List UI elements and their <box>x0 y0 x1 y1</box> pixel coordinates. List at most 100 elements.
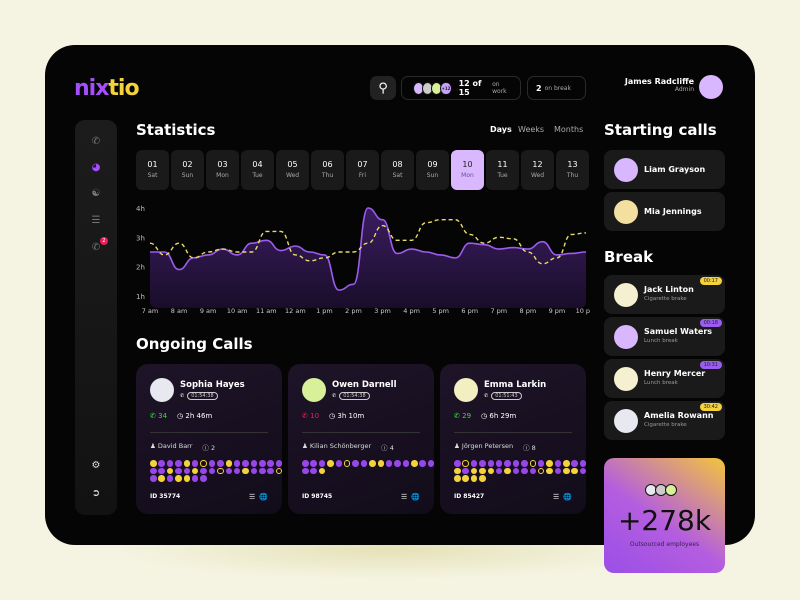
call-stats: ✆ 34 ◷ 2h 46m <box>150 412 213 420</box>
status-dot <box>158 475 165 482</box>
pie-chart-icon[interactable]: ◕ <box>91 162 101 173</box>
status-dot <box>166 467 174 474</box>
x-tick-label: 7 pm <box>490 307 507 315</box>
break-item[interactable]: Jack Linton Cigarette brake 00:17 <box>604 275 725 314</box>
break-item[interactable]: Henry Mercer Lunch break 10:31 <box>604 359 725 398</box>
avatar <box>150 378 174 402</box>
status-dot <box>242 467 249 474</box>
card-actions: ☰ 🌐 <box>401 493 420 501</box>
on-work-pill[interactable]: +12 12 of 15 on work <box>401 76 521 100</box>
gear-icon[interactable]: ⚙ <box>91 460 101 471</box>
avatar <box>302 378 326 402</box>
on-break-pill[interactable]: 2 on break <box>527 76 586 100</box>
database-icon[interactable]: ☰ <box>401 493 408 501</box>
date-weekday: Sat <box>392 172 403 179</box>
status-dot <box>462 475 469 482</box>
x-tick-label: 6 pm <box>461 307 478 315</box>
phone-icon[interactable]: ✆ <box>91 136 101 147</box>
calls-icon: ✆ <box>150 412 156 420</box>
range-weeks[interactable]: Weeks <box>518 125 545 134</box>
status-dot <box>360 460 368 467</box>
person-name: Samuel Waters <box>644 327 713 336</box>
status-dot <box>343 460 351 467</box>
series-area <box>150 208 586 308</box>
status-dot <box>166 475 174 482</box>
missed-call-icon[interactable]: ✆ 2 <box>88 237 108 256</box>
status-dot <box>419 460 426 467</box>
date-12[interactable]: 12 Wed <box>521 150 554 190</box>
status-dot <box>259 467 266 474</box>
user-avatar[interactable] <box>699 75 723 99</box>
status-dot <box>571 467 578 474</box>
status-dot <box>250 467 258 474</box>
date-weekday: Sun <box>426 172 439 179</box>
team-icon[interactable]: ☯ <box>91 188 101 199</box>
date-day: 09 <box>427 160 438 169</box>
date-08[interactable]: 08 Sat <box>381 150 414 190</box>
x-tick-label: 10 pm <box>576 307 590 315</box>
search-button[interactable]: ⚲ <box>370 76 396 100</box>
date-01[interactable]: 01 Sat <box>136 150 169 190</box>
call-stats: ✆ 29 ◷ 6h 29m <box>454 412 517 420</box>
date-10[interactable]: 10 Mon <box>451 150 484 190</box>
status-dot <box>150 475 157 482</box>
status-dot <box>175 460 182 467</box>
caller-name: Owen Darnell <box>332 380 397 390</box>
date-day: 11 <box>497 160 508 169</box>
phone-icon: ✆ <box>484 393 489 399</box>
globe-icon[interactable]: 🌐 <box>259 493 268 501</box>
call-card[interactable]: Sophia Hayes ✆ 01:54:38 ✆ 34 ◷ 2h 46m ♟ Da… <box>136 364 283 514</box>
break-title: Break <box>604 248 654 266</box>
date-weekday: Tue <box>252 172 263 179</box>
status-dot <box>462 467 469 474</box>
call-card[interactable]: Owen Darnell ✆ 01:54:38 ✆ 10 ◷ 3h 10m ♟ Ki… <box>288 364 435 514</box>
break-item[interactable]: Amelia Rowann Cigarette brake 30:42 <box>604 401 725 440</box>
status-dot <box>225 467 233 474</box>
status-dot <box>554 467 562 474</box>
break-item[interactable]: Samuel Waters Lunch break 00:18 <box>604 317 725 356</box>
status-dot <box>495 460 503 467</box>
database-icon[interactable]: ☰ <box>249 493 256 501</box>
date-day: 03 <box>217 160 228 169</box>
status-dot <box>454 475 461 482</box>
date-03[interactable]: 03 Mon <box>206 150 239 190</box>
status-dot <box>318 467 326 474</box>
date-weekday: Sun <box>181 172 194 179</box>
missed-badge: 2 <box>100 237 108 245</box>
starting-call-item[interactable]: Mia Jennings <box>604 192 725 231</box>
layers-icon[interactable]: ☰ <box>91 215 101 226</box>
x-tick-label: 11 am <box>256 307 277 315</box>
date-weekday: Wed <box>285 172 300 179</box>
status-dot <box>454 467 461 474</box>
globe-icon[interactable]: 🌐 <box>563 493 572 501</box>
range-months[interactable]: Months <box>554 125 584 134</box>
call-card[interactable]: Emma Larkin ✆ 01:51:43 ✆ 29 ◷ 6h 29m ♟ Jör… <box>440 364 587 514</box>
date-11[interactable]: 11 Tue <box>486 150 519 190</box>
y-tick-label: 1h <box>136 293 145 301</box>
date-day: 12 <box>532 160 543 169</box>
x-tick-label: 12 am <box>285 307 306 315</box>
starting-call-item[interactable]: Liam Grayson <box>604 150 725 189</box>
logout-icon[interactable]: ➲ <box>91 488 101 499</box>
user-info: James Radcliffe Admin <box>624 77 694 93</box>
date-07[interactable]: 07 Fri <box>346 150 379 190</box>
status-dot <box>242 460 249 467</box>
status-dot <box>225 460 233 467</box>
clock-icon: ◷ <box>481 412 488 420</box>
database-icon[interactable]: ☰ <box>553 493 560 501</box>
date-06[interactable]: 06 Thu <box>311 150 344 190</box>
status-dot <box>563 467 570 474</box>
y-tick-label: 3h <box>136 234 145 242</box>
date-02[interactable]: 02 Sun <box>171 150 204 190</box>
person-name: Jack Linton <box>644 285 694 294</box>
range-days[interactable]: Days <box>490 125 512 134</box>
date-09[interactable]: 09 Sun <box>416 150 449 190</box>
phone-icon: ✆ <box>332 393 337 399</box>
status-dot <box>546 467 553 474</box>
date-04[interactable]: 04 Tue <box>241 150 274 190</box>
status-dot <box>327 460 334 467</box>
date-05[interactable]: 05 Wed <box>276 150 309 190</box>
ongoing-calls-title: Ongoing Calls <box>136 335 253 353</box>
date-13[interactable]: 13 Thu <box>556 150 589 190</box>
globe-icon[interactable]: 🌐 <box>411 493 420 501</box>
